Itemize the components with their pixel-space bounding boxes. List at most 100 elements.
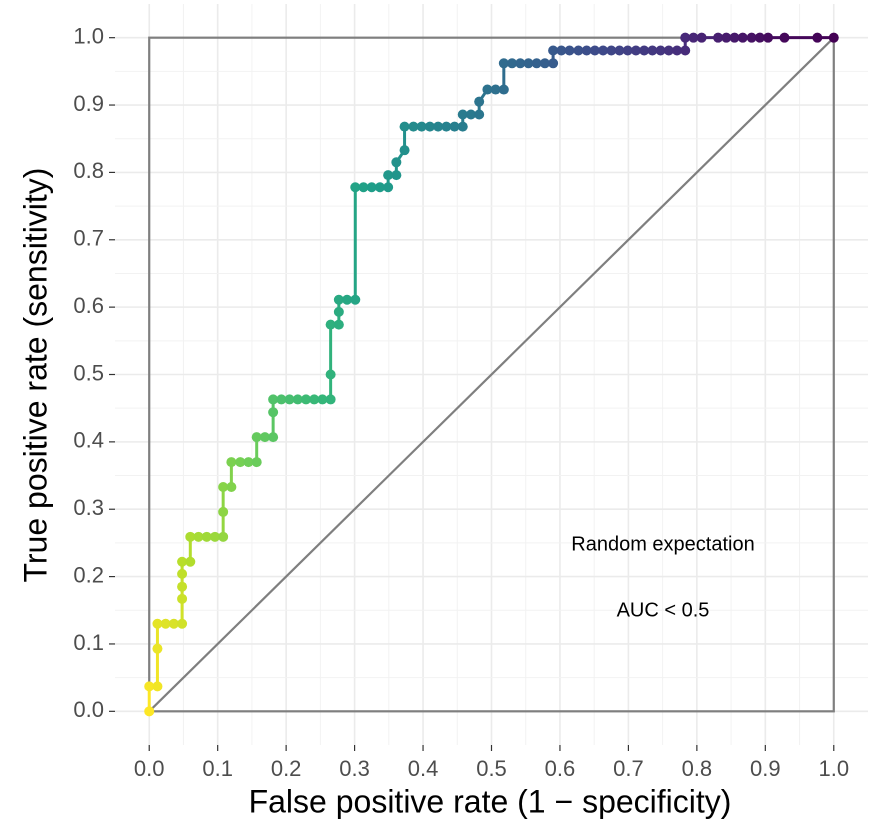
roc-point (589, 45, 600, 56)
roc-point (243, 457, 254, 468)
roc-point (218, 481, 229, 492)
marks (144, 32, 839, 717)
roc-point (152, 618, 163, 629)
x-tick-label: 0.9 (750, 756, 781, 781)
roc-point (812, 32, 823, 43)
y-axis-title: True positive rate (sensitivity) (17, 168, 53, 583)
reference (148, 36, 835, 713)
roc-point (663, 45, 674, 56)
x-tick-label: 1.0 (818, 756, 849, 781)
roc-point (539, 58, 550, 69)
reference-box (148, 36, 835, 713)
roc-point (374, 182, 385, 193)
roc-point (408, 121, 419, 132)
roc-point (235, 457, 246, 468)
roc-point (268, 407, 279, 418)
roc-point (342, 294, 353, 305)
roc-point (383, 170, 394, 181)
roc-point (391, 157, 402, 168)
roc-point (556, 45, 567, 56)
roc-point (531, 58, 542, 69)
roc-point (606, 45, 617, 56)
annotation: Random expectation (571, 533, 754, 555)
roc-point (325, 369, 336, 380)
roc-point (168, 618, 179, 629)
roc-point (185, 556, 196, 567)
y-tick-label: 0.2 (73, 562, 104, 587)
x-tick-label: 0.5 (476, 756, 507, 781)
roc-point (391, 170, 402, 181)
roc-point (399, 121, 410, 132)
roc-point (251, 432, 262, 443)
roc-point (523, 58, 534, 69)
roc-point (424, 121, 435, 132)
x-tick-label: 0.6 (545, 756, 576, 781)
roc-point (598, 45, 609, 56)
roc-point (441, 121, 452, 132)
roc-point (688, 32, 699, 43)
roc-point (507, 58, 518, 69)
roc-point (680, 32, 691, 43)
annotation: AUC < 0.5 (617, 599, 710, 621)
roc-point (350, 182, 361, 193)
roc-point (655, 45, 666, 56)
roc-point (333, 306, 344, 317)
roc-point (358, 182, 369, 193)
y-tick-label: 0.0 (73, 697, 104, 722)
x-tick-label: 0.8 (682, 756, 713, 781)
roc-point (185, 531, 196, 542)
x-tick-label: 0.1 (202, 756, 233, 781)
roc-point (226, 457, 237, 468)
roc-point (144, 706, 155, 717)
y-tick-label: 1.0 (73, 23, 104, 48)
roc-point (498, 58, 509, 69)
roc-point (152, 681, 163, 692)
x-tick-label: 0.3 (339, 756, 370, 781)
roc-point (449, 121, 460, 132)
roc-point (498, 84, 509, 95)
roc-point (259, 432, 270, 443)
roc-point (416, 121, 427, 132)
roc-point (325, 394, 336, 405)
x-tick-label: 0.0 (134, 756, 165, 781)
roc-point (152, 643, 163, 654)
roc-point (177, 556, 188, 567)
roc-point (465, 109, 476, 120)
x-tick-label: 0.2 (271, 756, 302, 781)
roc-point (309, 394, 320, 405)
roc-point (729, 32, 740, 43)
roc-point (284, 394, 295, 405)
roc-point (515, 58, 526, 69)
roc-point (160, 618, 171, 629)
roc-point (639, 45, 650, 56)
roc-point (325, 319, 336, 330)
roc-point (201, 531, 212, 542)
roc-point (746, 32, 757, 43)
roc-point (622, 45, 633, 56)
y-tick-label: 0.9 (73, 91, 104, 116)
y-tick-label: 0.5 (73, 360, 104, 385)
random-diagonal (148, 36, 835, 713)
roc-point (144, 681, 155, 692)
roc-point (251, 457, 262, 468)
roc-point (548, 58, 559, 69)
roc-point (399, 145, 410, 156)
roc-point (333, 319, 344, 330)
roc-point (614, 45, 625, 56)
roc-point (193, 531, 204, 542)
roc-point (490, 84, 501, 95)
roc-point (333, 294, 344, 305)
roc-point (177, 568, 188, 579)
roc-point (226, 481, 237, 492)
roc-point (457, 121, 468, 132)
roc-point (433, 121, 444, 132)
roc-point (317, 394, 328, 405)
roc-point (177, 618, 188, 629)
roc-point (383, 182, 394, 193)
roc-point (696, 32, 707, 43)
roc-point (482, 84, 493, 95)
roc-point (268, 394, 279, 405)
roc-point (630, 45, 641, 56)
roc-point (754, 32, 765, 43)
